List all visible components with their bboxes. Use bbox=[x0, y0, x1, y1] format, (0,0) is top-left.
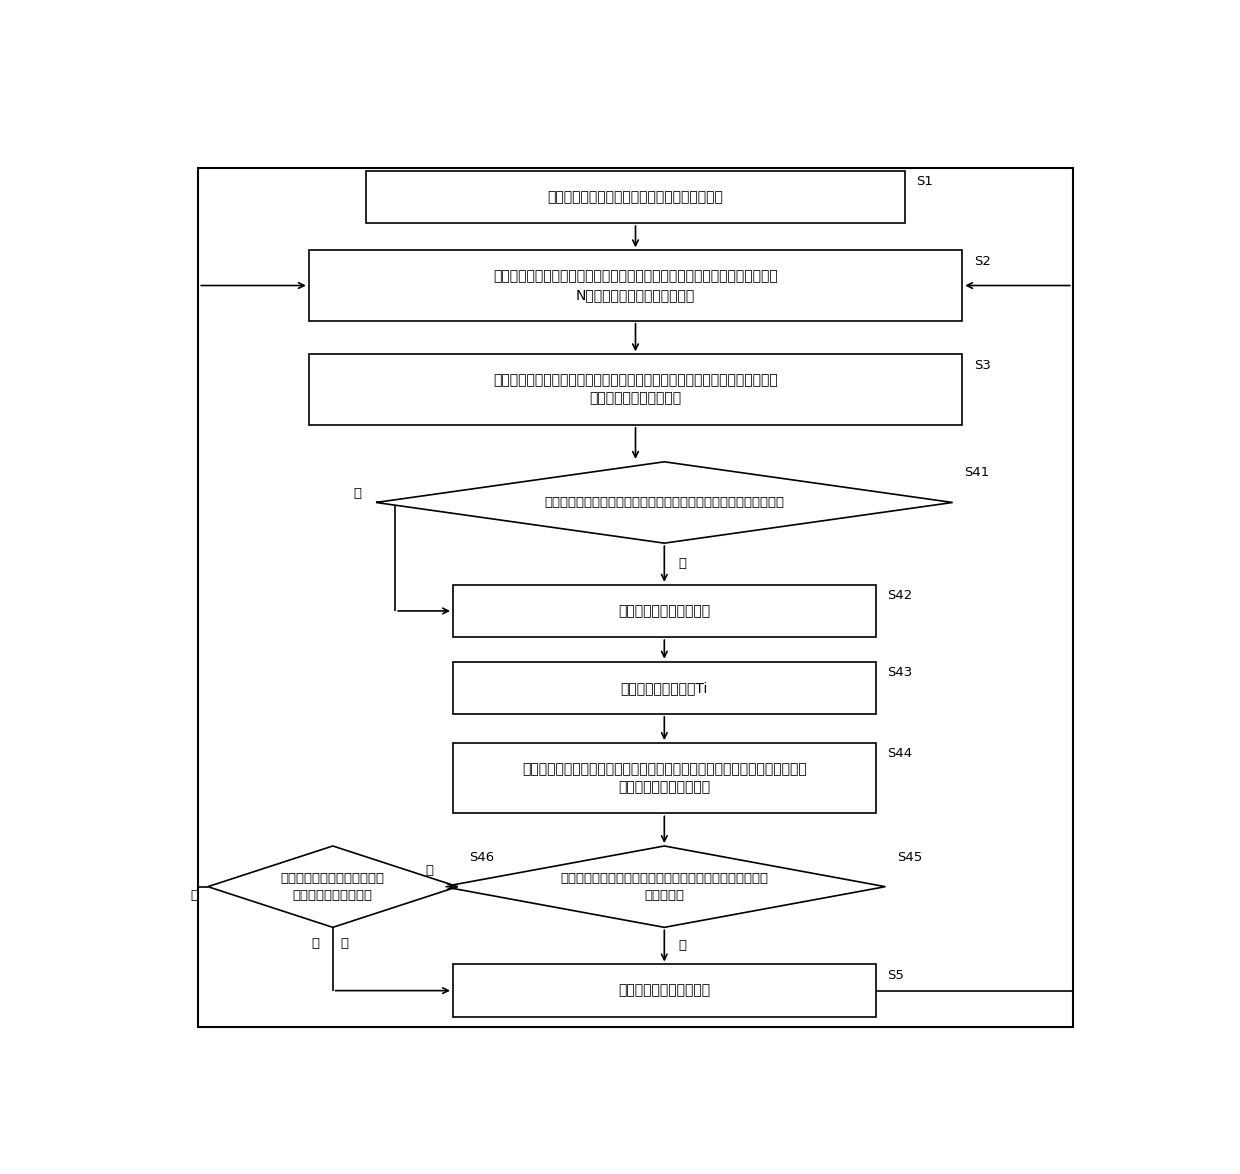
Text: 当空调器触发任一首次化霜条件时进行首次化霜: 当空调器触发任一首次化霜条件时进行首次化霜 bbox=[548, 190, 723, 204]
Text: 将获取的所述外管温度数据组与预设温度进行比较，统计所述外管温度小于或
等于所述预设温度的次数: 将获取的所述外管温度数据组与预设温度进行比较，统计所述外管温度小于或 等于所述预… bbox=[494, 373, 777, 406]
Text: 否: 否 bbox=[353, 487, 362, 500]
Text: 否: 否 bbox=[341, 937, 348, 950]
Text: 将获取的所述外管温度数据组与预设温度进行比较，统计所述外管温度小于或
等于所述预设温度的次数: 将获取的所述外管温度数据组与预设温度进行比较，统计所述外管温度小于或 等于所述预… bbox=[522, 762, 807, 795]
Bar bbox=[367, 170, 905, 223]
Bar bbox=[309, 355, 962, 425]
Text: S43: S43 bbox=[888, 666, 913, 679]
Text: S46: S46 bbox=[469, 850, 495, 864]
Text: S1: S1 bbox=[916, 175, 932, 188]
Text: 是: 是 bbox=[678, 558, 687, 571]
Text: S3: S3 bbox=[973, 359, 991, 372]
Text: 否: 否 bbox=[190, 889, 198, 902]
Text: 控制所述空调器启动化霜: 控制所述空调器启动化霜 bbox=[619, 984, 711, 998]
Bar bbox=[453, 964, 875, 1017]
Text: 判断外管温度持续第一预设时
长低于或等于化霜温度: 判断外管温度持续第一预设时 长低于或等于化霜温度 bbox=[280, 871, 384, 902]
Text: 重新获取外管温度数据组: 重新获取外管温度数据组 bbox=[619, 603, 711, 618]
Polygon shape bbox=[376, 461, 952, 544]
Text: 是: 是 bbox=[678, 939, 687, 952]
Bar bbox=[309, 250, 962, 321]
Bar bbox=[453, 662, 875, 714]
Text: S5: S5 bbox=[888, 969, 904, 981]
Text: S44: S44 bbox=[888, 748, 913, 761]
Bar bbox=[453, 585, 875, 637]
Text: 将化霜时间预延后至Ti: 将化霜时间预延后至Ti bbox=[621, 681, 708, 695]
Text: 是: 是 bbox=[311, 937, 320, 950]
Polygon shape bbox=[444, 846, 885, 927]
Text: 否: 否 bbox=[425, 864, 434, 877]
Text: S42: S42 bbox=[888, 589, 913, 602]
Text: 当空调器在上一次化霜结束稳定运行后，以第一预设时间间隔为周期连续获取
N个所述空调器的外管温度数据: 当空调器在上一次化霜结束稳定运行后，以第一预设时间间隔为周期连续获取 N个所述空… bbox=[494, 269, 777, 302]
Text: S45: S45 bbox=[897, 850, 923, 864]
Bar bbox=[453, 743, 875, 814]
Polygon shape bbox=[208, 846, 458, 927]
Text: S2: S2 bbox=[973, 255, 991, 268]
Text: 判断外管温度低于或等于所述预设温度的次数是否大于第一预设次数: 判断外管温度低于或等于所述预设温度的次数是否大于第一预设次数 bbox=[544, 495, 785, 510]
Text: 判断外管温度低于或等于预设温度的次数是否大于或等于第
二预设次数: 判断外管温度低于或等于预设温度的次数是否大于或等于第 二预设次数 bbox=[560, 871, 769, 902]
Text: S41: S41 bbox=[965, 466, 990, 479]
